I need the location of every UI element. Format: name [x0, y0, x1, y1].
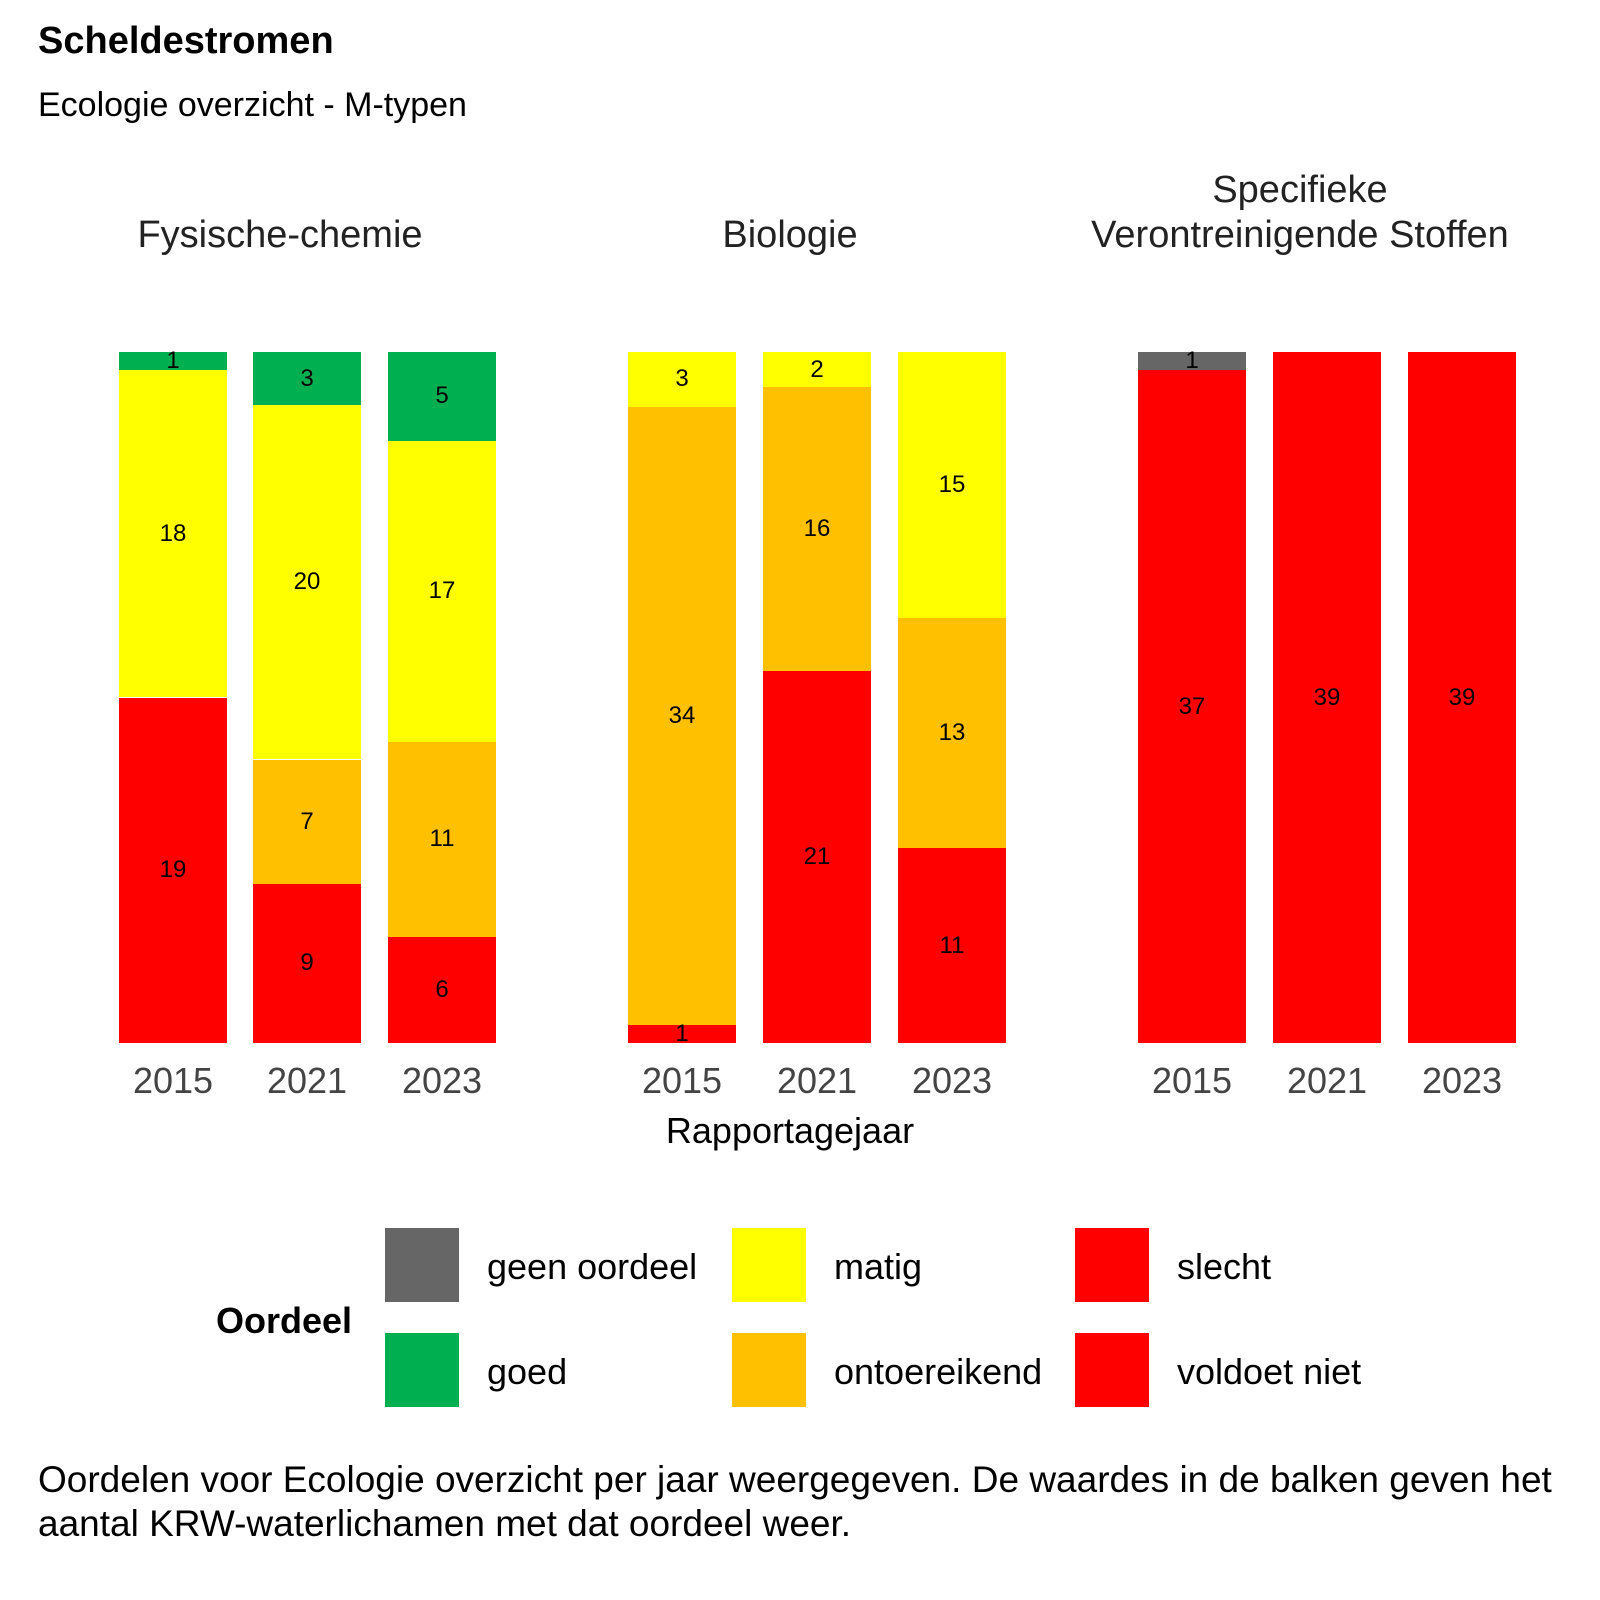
legend-key-geen-oordeel [385, 1228, 459, 1302]
bar-segment-matig-2021 [253, 405, 361, 760]
x-tick-label: 2021 [266, 1060, 348, 1101]
data-label: 13 [938, 718, 966, 746]
bar-segment-goed-2021 [253, 352, 361, 406]
bar-segment-slecht-2023 [388, 936, 496, 1043]
chart-title: Scheldestromen [38, 20, 334, 62]
data-label: 34 [668, 701, 696, 729]
x-tick-label: 2021 [776, 1060, 858, 1101]
data-label: 19 [159, 856, 187, 884]
bar-segment-geen-oordeel-2015 [1138, 352, 1246, 371]
data-label: 3 [675, 365, 689, 393]
data-label: 39 [1448, 683, 1476, 711]
data-label: 3 [300, 364, 314, 392]
x-tick-label: 2023 [911, 1060, 993, 1101]
data-label: 1 [675, 1019, 689, 1047]
legend-label: geen oordeel [487, 1246, 698, 1287]
legend-key-slecht [1075, 1228, 1149, 1302]
panel-title-fysische-chemie: Fysische-chemie [137, 214, 423, 256]
x-tick-label: 2015 [641, 1060, 723, 1101]
bar-segment-ontoereikend-2023 [388, 741, 496, 937]
x-tick-label: 2015 [1151, 1060, 1233, 1101]
bar-segment-slecht-2021 [253, 883, 361, 1043]
data-label: 9 [300, 949, 314, 977]
data-label: 20 [293, 568, 321, 596]
data-label: 18 [159, 519, 187, 547]
legend-key-voldoet-niet [1075, 1333, 1149, 1407]
bar-segment-matig-2023 [898, 352, 1006, 618]
bar-segment-matig-2021 [763, 352, 871, 388]
panel-title-biologie: Biologie [722, 214, 858, 256]
bar-segment-goed-2023 [388, 352, 496, 441]
legend-label: slecht [1177, 1246, 1272, 1287]
x-tick-label: 2023 [1421, 1060, 1503, 1101]
data-label: 37 [1178, 692, 1206, 720]
bar-segment-slecht-2023 [898, 848, 1006, 1043]
data-label: 39 [1313, 683, 1341, 711]
panel-title-svo: Specifieke Verontreinigende Stoffen [1091, 169, 1509, 256]
data-label: 6 [435, 975, 449, 1003]
bar-segment-ontoereikend-2015 [628, 406, 736, 1025]
legend-label: ontoereikend [834, 1351, 1043, 1392]
bar-segment-matig-2015 [628, 352, 736, 407]
data-label: 2 [810, 355, 824, 383]
data-label: 11 [429, 825, 455, 853]
legend-label: matig [834, 1246, 923, 1287]
data-label: 15 [938, 470, 966, 498]
bar-segment-voldoet-niet-2023 [1408, 352, 1516, 1043]
bar-segment-voldoet-niet-2021 [1273, 352, 1381, 1043]
chart-subtitle: Ecologie overzicht - M-typen [38, 86, 467, 124]
data-label: 16 [803, 515, 831, 543]
legend-label: voldoet niet [1177, 1351, 1362, 1392]
data-label: 17 [428, 577, 456, 605]
data-label: 11 [939, 931, 965, 959]
bar-segment-slecht-2021 [763, 670, 871, 1043]
bar-segment-slecht-2015 [119, 697, 227, 1043]
x-axis-label: Rapportagejaar [665, 1110, 915, 1151]
bar-segment-ontoereikend-2021 [253, 759, 361, 884]
legend-key-goed [385, 1333, 459, 1407]
legend-label: goed [487, 1351, 568, 1392]
bar-segment-ontoereikend-2023 [898, 617, 1006, 849]
legend-key-ontoereikend [732, 1333, 806, 1407]
bar-segment-slecht-2015 [628, 1024, 736, 1043]
bar-segment-matig-2023 [388, 440, 496, 742]
legend-key-matig [732, 1228, 806, 1302]
data-label: 5 [435, 382, 449, 410]
bar-segment-matig-2015 [119, 370, 227, 698]
data-label: 7 [300, 807, 314, 835]
x-tick-label: 2021 [1286, 1060, 1368, 1101]
bar-segment-goed-2015 [119, 352, 227, 371]
bar-segment-ontoereikend-2021 [763, 387, 871, 671]
data-label: 21 [803, 842, 831, 870]
x-tick-label: 2015 [132, 1060, 214, 1101]
bar-segment-voldoet-niet-2015 [1138, 370, 1246, 1043]
x-tick-label: 2023 [401, 1060, 483, 1101]
legend-title: Oordeel [216, 1300, 353, 1341]
data-label: 1 [166, 347, 180, 375]
caption: Oordelen voor Ecologie overzicht per jaa… [38, 1459, 1552, 1544]
data-label: 1 [1185, 347, 1199, 375]
